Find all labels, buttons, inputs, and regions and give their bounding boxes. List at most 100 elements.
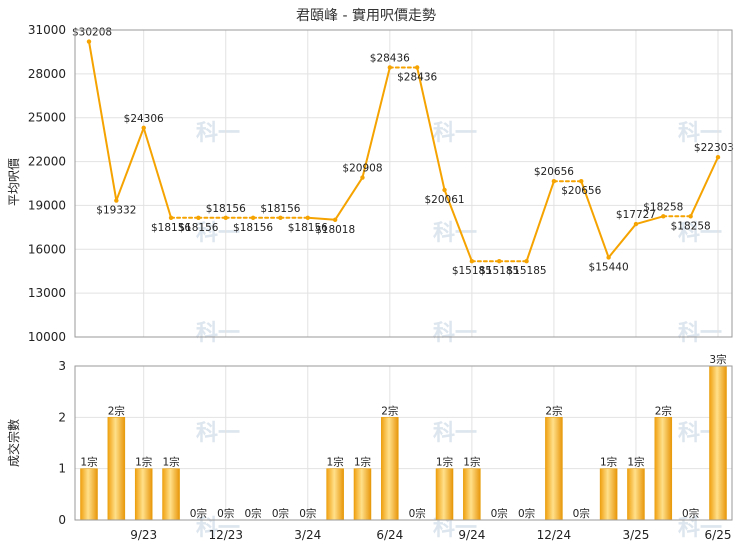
- volume-bar-label: 2宗: [545, 404, 562, 417]
- price-point-label: $18156: [288, 222, 328, 234]
- price-tick-label: 25000: [28, 111, 66, 125]
- price-point-label: $18258: [671, 220, 711, 232]
- x-tick-label: 6/25: [705, 528, 732, 542]
- price-axis-label: 平均呎價: [7, 158, 21, 206]
- price-point-label: $18156: [151, 222, 191, 234]
- volume-bars: 1宗 2宗 1宗 1宗 0宗 0宗 0宗 0宗 0宗 1宗 1宗 2宗 0宗 1宗 1宗 0宗 0宗 2宗 0宗 1宗…: [80, 353, 727, 521]
- price-line-segment: [306, 216, 337, 221]
- volume-bar: [80, 468, 98, 521]
- volume-bar-label: 3宗: [709, 353, 726, 366]
- price-point-label: $20656: [561, 185, 601, 197]
- price-line-segment: [416, 66, 446, 191]
- volume-bar-label: 0宗: [244, 507, 261, 520]
- price-point-label: $15440: [589, 261, 629, 273]
- volume-tick-label: 1: [58, 462, 66, 476]
- x-tick-label: 6/24: [376, 528, 403, 542]
- x-tick-label: 12/23: [208, 528, 243, 542]
- volume-bar-label: 0宗: [682, 507, 699, 520]
- price-tick-label: 19000: [28, 198, 66, 212]
- price-point-label: $24306: [124, 113, 164, 125]
- volume-plot-frame: [74, 365, 733, 521]
- watermark-text: 科一: [433, 421, 477, 446]
- volume-axis-label: 成交宗數: [6, 419, 21, 467]
- volume-bar-label: 1宗: [463, 456, 480, 469]
- volume-bar-label: 1宗: [627, 456, 644, 469]
- price-tick-label: 10000: [28, 330, 66, 344]
- price-point: [661, 214, 666, 219]
- price-point-label: $18018: [315, 224, 355, 236]
- volume-bar: [545, 417, 563, 521]
- price-line-segment: [634, 215, 665, 226]
- watermark-text: 科一: [196, 421, 240, 446]
- price-point-label: $17727: [616, 209, 656, 221]
- price-point-label: $18156: [206, 203, 246, 215]
- price-point: [414, 65, 420, 70]
- volume-bar-label: 0宗: [217, 507, 234, 520]
- price-point-label: $20908: [342, 163, 382, 175]
- price-line-segment: [689, 156, 719, 218]
- watermark-text: 科一: [433, 221, 477, 246]
- price-point: [360, 175, 365, 180]
- price-point: [223, 215, 228, 220]
- volume-bar: [326, 468, 344, 521]
- price-point: [86, 39, 92, 44]
- price-line-segment: [607, 223, 637, 259]
- volume-bar: [134, 468, 153, 521]
- price-point: [524, 259, 529, 264]
- volume-bar: [709, 365, 727, 521]
- price-line-segment: [142, 126, 173, 219]
- price-point: [469, 259, 475, 264]
- volume-bar-label: 2宗: [108, 404, 125, 417]
- price-line-segment: [115, 126, 145, 202]
- x-tick-label: 3/25: [622, 528, 649, 542]
- price-point-label: $15185: [507, 265, 547, 277]
- price-point-label: $20061: [424, 194, 464, 206]
- price-point: [278, 215, 283, 220]
- price-point: [688, 214, 693, 219]
- price-point: [497, 259, 502, 264]
- price-point-label: $18156: [260, 203, 300, 215]
- price-tick-label: 13000: [28, 286, 66, 300]
- volume-bar-label: 0宗: [409, 507, 426, 520]
- volume-bar-label: 0宗: [518, 507, 535, 520]
- volume-bar: [627, 468, 645, 521]
- price-point: [387, 65, 393, 70]
- x-tick-label: 9/23: [130, 528, 157, 542]
- price-point-label: $15185: [479, 265, 519, 277]
- volume-bar-label: 0宗: [299, 507, 316, 520]
- watermark-text: 科一: [433, 321, 477, 346]
- price-point: [250, 215, 256, 220]
- price-line: $30208$19332$24306$18156$18156$18156$181…: [72, 27, 734, 278]
- volume-bar-label: 0宗: [272, 507, 289, 520]
- price-point: [579, 179, 584, 184]
- volume-bar: [162, 468, 180, 521]
- volume-bar-label: 1宗: [354, 456, 371, 469]
- price-point: [551, 179, 557, 184]
- price-line-segment: [580, 180, 610, 259]
- volume-tick-label: 2: [58, 410, 66, 424]
- price-tick-label: 28000: [28, 67, 66, 81]
- volume-bar: [381, 417, 399, 521]
- watermark-text: 科一: [678, 221, 722, 246]
- volume-bar-label: 2宗: [655, 404, 672, 417]
- x-tick-label: 12/24: [537, 528, 572, 542]
- watermark-text: 科一: [433, 121, 477, 146]
- price-tick-label: 22000: [28, 155, 66, 169]
- price-point: [332, 217, 338, 222]
- price-tick-label: 16000: [28, 242, 66, 256]
- chart-title: 君頤峰 - 實用呎價走勢: [296, 7, 436, 24]
- price-point: [114, 198, 119, 203]
- volume-bar-label: 1宗: [135, 456, 152, 469]
- price-line-segment: [88, 40, 118, 202]
- chart-axes: 10000 13000 16000 19000 22000 25000 28000 31000…: [28, 23, 733, 542]
- price-line-segment: [525, 180, 555, 263]
- price-point-label: $18156: [233, 222, 273, 234]
- price-plot-frame: [74, 29, 733, 338]
- price-point: [633, 221, 639, 227]
- watermark-text: 科一: [678, 321, 722, 346]
- volume-bar-label: 1宗: [436, 456, 453, 469]
- price-point: [442, 187, 447, 193]
- price-point: [196, 215, 201, 220]
